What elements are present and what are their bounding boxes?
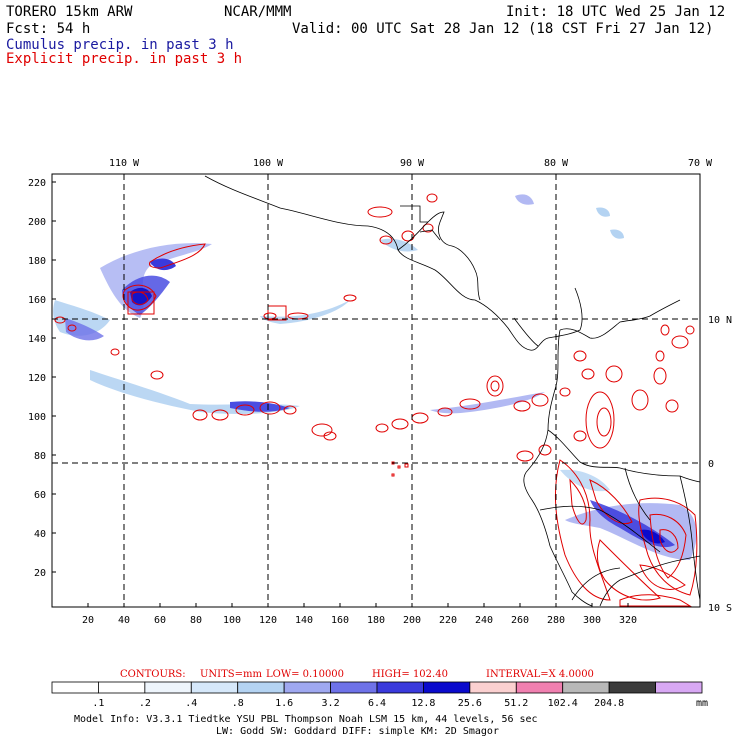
x-tick-260: 260 xyxy=(511,615,529,626)
colorbar-swatch xyxy=(98,681,146,694)
y-tick-160: 160 xyxy=(28,295,46,306)
y-tick-60: 60 xyxy=(34,490,46,501)
contours-low: LOW= 0.10000 xyxy=(266,669,344,680)
init-time: Init: 18 UTC Wed 25 Jan 12 xyxy=(506,4,725,20)
colorbar-swatch xyxy=(283,681,331,694)
colorbar-label: .4 xyxy=(185,698,197,709)
colorbar-swatch xyxy=(190,681,239,694)
x-tick-300: 300 xyxy=(583,615,601,626)
lon-label-100w: 100 W xyxy=(253,158,284,169)
lat-lon-grid xyxy=(52,174,700,607)
y-axis-ticks: 220 200 180 160 140 120 100 80 60 40 20 xyxy=(28,178,56,579)
y-tick-220: 220 xyxy=(28,178,46,189)
x-tick-200: 200 xyxy=(403,615,421,626)
explicit-precip-contours xyxy=(54,193,698,607)
y-tick-140: 140 xyxy=(28,334,46,345)
x-tick-80: 80 xyxy=(190,615,202,626)
colorbar-label: 204.8 xyxy=(594,698,624,709)
lon-label-110w: 110 W xyxy=(109,158,140,169)
colorbar-label: 25.6 xyxy=(458,698,482,709)
colorbar-label: 102.4 xyxy=(548,698,578,709)
colorbar-swatch xyxy=(469,681,517,694)
model-info-line: Model Info: V3.3.1 Tiedtke YSU PBL Thomp… xyxy=(74,714,538,725)
y-tick-120: 120 xyxy=(28,373,46,384)
forecast-hour: Fcst: 54 h xyxy=(6,21,90,37)
colorbar-label: 51.2 xyxy=(504,698,528,709)
contours-interval: INTERVAL=X 4.0000 xyxy=(486,669,594,680)
contours-high: HIGH= 102.40 xyxy=(372,669,448,680)
valid-time: Valid: 00 UTC Sat 28 Jan 12 (18 CST Fri … xyxy=(292,21,713,37)
x-tick-180: 180 xyxy=(367,615,385,626)
contours-label: CONTOURS: xyxy=(120,669,186,680)
colorbar xyxy=(51,681,703,694)
x-tick-120: 120 xyxy=(259,615,277,626)
model-title: TORERO 15km ARW xyxy=(6,4,133,20)
y-tick-180: 180 xyxy=(28,256,46,267)
colorbar-label: 12.8 xyxy=(411,698,435,709)
lat-label-10s: 10 S xyxy=(708,603,732,614)
x-tick-320: 320 xyxy=(619,615,637,626)
y-tick-80: 80 xyxy=(34,451,46,462)
lat-label-0: 0 xyxy=(708,459,714,470)
lon-label-90w: 90 W xyxy=(400,158,425,169)
colorbar-swatch xyxy=(330,681,378,694)
x-tick-280: 280 xyxy=(547,615,565,626)
field-cumulus-label: Cumulus precip. in past 3 h xyxy=(6,37,234,53)
colorbar-unit: mm xyxy=(696,698,708,709)
x-tick-60: 60 xyxy=(154,615,166,626)
lon-label-70w: 70 W xyxy=(688,158,713,169)
y-tick-20: 20 xyxy=(34,568,46,579)
colorbar-swatch xyxy=(51,681,99,694)
colorbar-swatch xyxy=(376,681,424,694)
colorbar-swatch xyxy=(562,681,610,694)
colorbar-label: 3.2 xyxy=(322,698,340,709)
coastlines xyxy=(204,175,701,607)
physics-info-line: LW: Godd SW: Goddard DIFF: simple KM: 2D… xyxy=(216,726,499,737)
colorbar-label: .1 xyxy=(92,698,104,709)
colorbar-label: 6.4 xyxy=(368,698,386,709)
map-panel xyxy=(51,173,701,608)
colorbar-labels: .1 .2 .4 .8 1.6 3.2 6.4 12.8 25.6 51.2 102.4 204.8 xyxy=(92,698,624,709)
y-tick-40: 40 xyxy=(34,529,46,540)
contours-units: UNITS=mm xyxy=(200,669,263,680)
colorbar-label: .2 xyxy=(139,698,151,709)
lat-label-10n: 10 N xyxy=(708,315,732,326)
x-tick-40: 40 xyxy=(118,615,130,626)
colorbar-swatch xyxy=(515,681,564,694)
y-tick-100: 100 xyxy=(28,412,46,423)
colorbar-swatch xyxy=(237,681,285,694)
x-tick-100: 100 xyxy=(223,615,241,626)
colorbar-swatch xyxy=(144,681,192,694)
colorbar-label: 1.6 xyxy=(275,698,293,709)
x-tick-160: 160 xyxy=(331,615,349,626)
x-tick-220: 220 xyxy=(439,615,457,626)
center-label: NCAR/MMM xyxy=(224,4,291,20)
colorbar-swatch xyxy=(423,681,471,694)
colorbar-swatch xyxy=(608,681,656,694)
x-tick-20: 20 xyxy=(82,615,94,626)
colorbar-label: .8 xyxy=(232,698,244,709)
lon-label-80w: 80 W xyxy=(544,158,569,169)
x-tick-240: 240 xyxy=(475,615,493,626)
colorbar-swatch xyxy=(655,681,703,694)
field-explicit-label: Explicit precip. in past 3 h xyxy=(6,51,242,67)
y-tick-200: 200 xyxy=(28,217,46,228)
x-tick-140: 140 xyxy=(295,615,313,626)
x-axis-ticks: 20 40 60 80 100 120 140 160 180 200 220 … xyxy=(82,603,637,626)
